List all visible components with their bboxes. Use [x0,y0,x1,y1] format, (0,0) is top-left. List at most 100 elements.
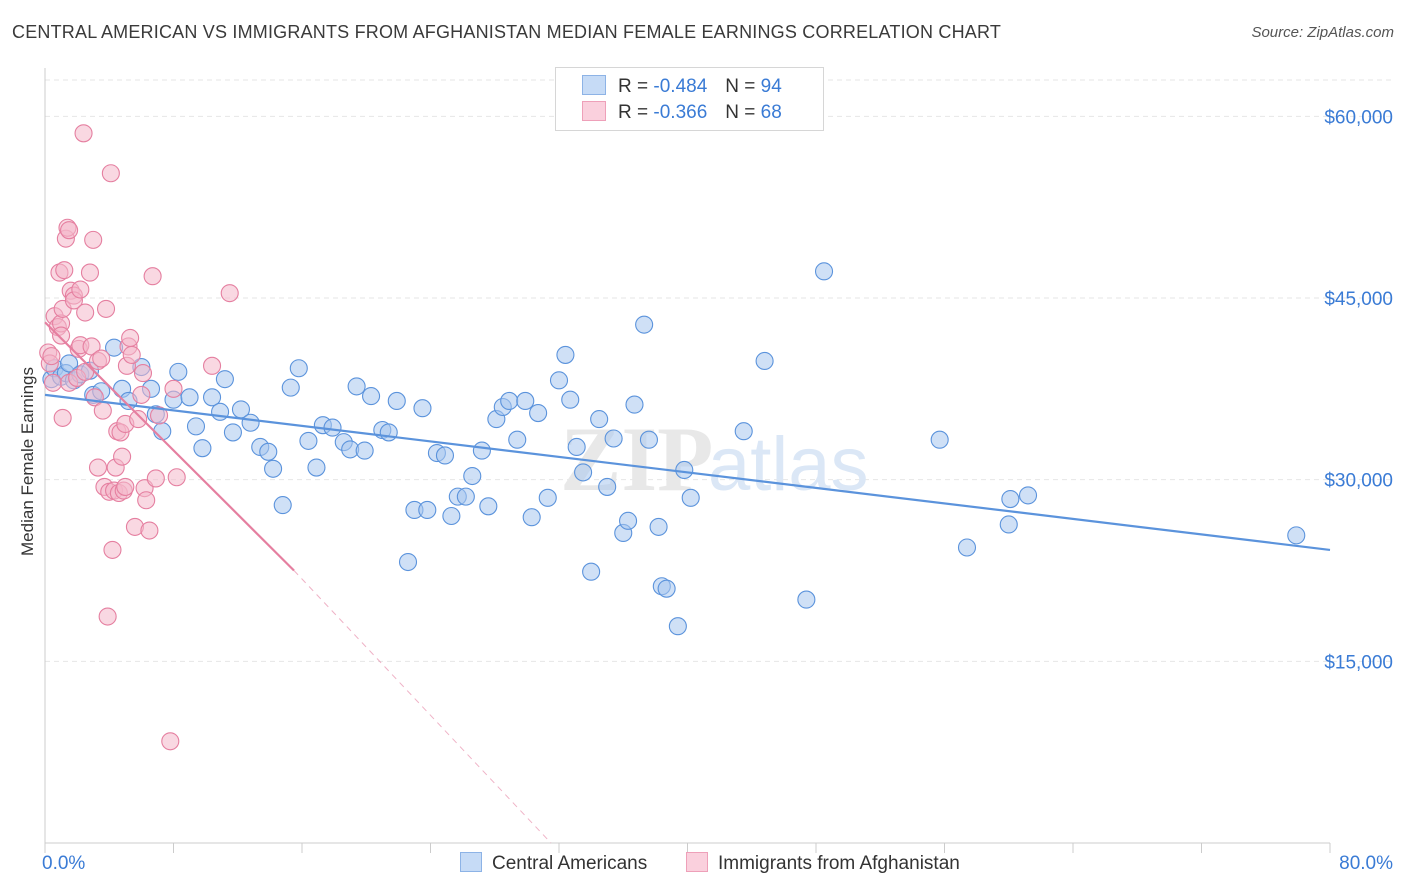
point-central-americans [241,413,260,432]
legend-row-afghanistan: R = -0.366 N = 68 [582,101,782,125]
point-central-americans [619,511,638,530]
y-tick-label: $15,000 [1324,652,1393,673]
point-central-americans [755,351,774,371]
y-axis-label: Median Female Earnings [18,367,37,556]
point-central-americans [639,430,659,449]
point-central-americans [264,459,283,478]
point-afghanistan [113,447,132,466]
bottom-legend-afghanistan: Immigrants from Afghanistan [686,852,960,875]
r-label: R = [618,102,649,123]
y-tick-label: $60,000 [1324,107,1393,128]
point-central-americans [193,439,212,458]
point-afghanistan [74,124,93,143]
point-central-americans [299,431,318,450]
point-central-americans [549,371,569,390]
point-afghanistan [52,326,71,345]
point-central-americans [675,460,694,480]
n-label: N = [725,102,756,123]
bottom-legend-label: Immigrants from Afghanistan [718,853,960,874]
point-central-americans [186,417,206,436]
point-central-americans [289,359,308,378]
point-afghanistan [137,491,156,510]
point-afghanistan [132,385,151,404]
point-afghanistan [60,221,79,240]
point-afghanistan [122,345,141,364]
point-central-americans [538,488,557,507]
point-afghanistan [96,299,116,318]
point-central-americans [516,391,535,410]
chart-title: CENTRAL AMERICAN VS IMMIGRANTS FROM AFGH… [12,22,1002,42]
point-afghanistan [203,356,222,375]
point-central-americans [413,399,432,418]
n-value: 68 [760,102,782,123]
point-central-americans [681,488,700,507]
point-central-americans [957,538,977,557]
r-value: -0.366 [653,102,708,123]
stats-legend: R = -0.484 N = 94 R = -0.366 N = 68 [555,67,824,131]
point-afghanistan [71,280,90,299]
source-credit: Source: ZipAtlas.com [1251,24,1394,41]
point-central-americans [307,458,326,477]
point-central-americans [500,391,519,410]
point-afghanistan [133,364,153,383]
point-central-americans [649,517,668,536]
legend-row-central-americans: R = -0.484 N = 94 [582,75,782,99]
r-value: -0.484 [653,76,708,97]
n-value: 94 [760,76,782,97]
point-central-americans [814,262,834,281]
point-central-americans [508,430,527,449]
point-central-americans [323,418,342,437]
point-central-americans [604,429,623,448]
point-central-americans [442,506,461,526]
point-central-americans [567,437,586,457]
point-central-americans [574,463,593,482]
watermark-atlas: atlas [708,422,869,507]
point-afghanistan [164,379,183,398]
point-afghanistan [53,408,72,427]
point-central-americans [472,441,491,460]
trendline-afghanistan [44,321,295,572]
point-afghanistan [92,349,111,368]
point-afghanistan [76,303,95,322]
point-afghanistan [146,469,165,488]
point-central-americans [635,315,654,334]
point-afghanistan [84,230,103,249]
point-afghanistan [103,540,122,559]
point-central-americans [379,423,398,442]
point-central-americans [582,562,601,581]
point-central-americans [668,617,687,636]
point-afghanistan [143,267,162,286]
point-central-americans [387,391,406,410]
point-afghanistan [116,477,135,496]
y-tick-label: $30,000 [1324,471,1393,492]
point-afghanistan [149,406,169,425]
point-afghanistan [140,521,159,540]
point-central-americans [153,422,172,441]
point-afghanistan [220,284,239,303]
bottom-legend-label: Central Americans [492,853,648,874]
point-central-americans [930,430,949,449]
point-afghanistan [43,373,63,392]
point-central-americans [522,508,541,527]
legend-swatch-pink [582,101,606,121]
bottom-legend-central-americans: Central Americans [460,852,647,875]
point-afghanistan [129,410,148,429]
point-central-americans [398,552,418,572]
bottom-swatch-blue [460,852,482,872]
point-central-americans [734,422,753,441]
point-central-americans [347,377,366,396]
point-central-americans [60,354,79,373]
point-central-americans [479,497,498,516]
point-afghanistan [88,458,108,477]
point-central-americans [657,579,676,598]
point-afghanistan [55,261,74,280]
point-central-americans [180,388,199,407]
point-afghanistan [161,732,180,751]
bottom-swatch-pink [686,852,708,872]
point-afghanistan [121,328,140,348]
x-tick-label: 0.0% [42,853,85,874]
point-central-americans [598,477,617,496]
point-central-americans [529,404,548,423]
point-afghanistan [167,468,186,487]
